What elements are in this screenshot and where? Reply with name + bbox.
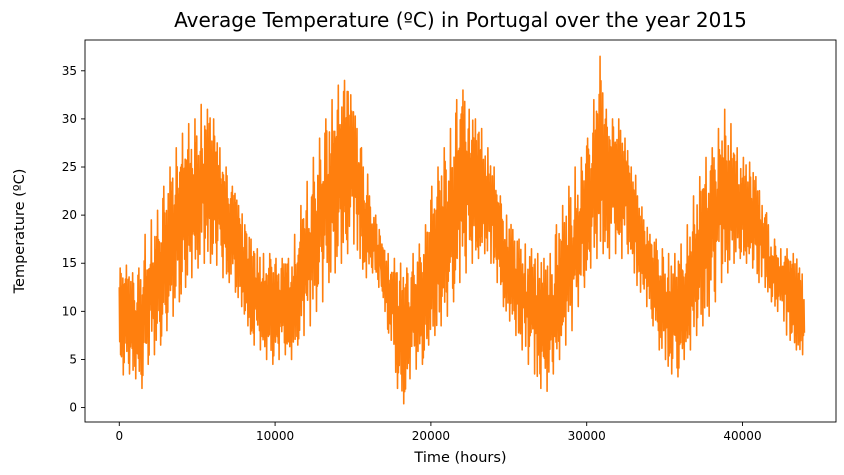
x-tick-label: 30000: [568, 429, 606, 443]
y-axis-label: Temperature (ºC): [12, 169, 28, 295]
y-tick-label: 5: [69, 352, 77, 366]
y-tick-label: 20: [62, 208, 77, 222]
y-tick-label: 0: [69, 401, 77, 415]
x-tick-label: 40000: [723, 429, 761, 443]
y-tick-label: 35: [62, 64, 77, 78]
temperature-series-line: [118, 55, 806, 405]
x-axis: 0 10000 20000 30000 40000: [115, 422, 762, 443]
y-tick-label: 15: [62, 256, 77, 270]
x-axis-label: Time (hours): [413, 450, 506, 466]
x-tick-label: 10000: [256, 429, 294, 443]
x-tick-label: 0: [115, 429, 123, 443]
plot-frame: [84, 39, 837, 423]
chart-title: Average Temperature (ºC) in Portugal ove…: [174, 8, 747, 32]
series-layer: [118, 55, 806, 405]
y-tick-label: 30: [62, 112, 77, 126]
y-axis: 0 5 10 15 20 25 30 35: [62, 64, 85, 415]
x-tick-label: 20000: [412, 429, 450, 443]
y-tick-label: 25: [62, 160, 77, 174]
y-tick-label: 10: [62, 304, 77, 318]
